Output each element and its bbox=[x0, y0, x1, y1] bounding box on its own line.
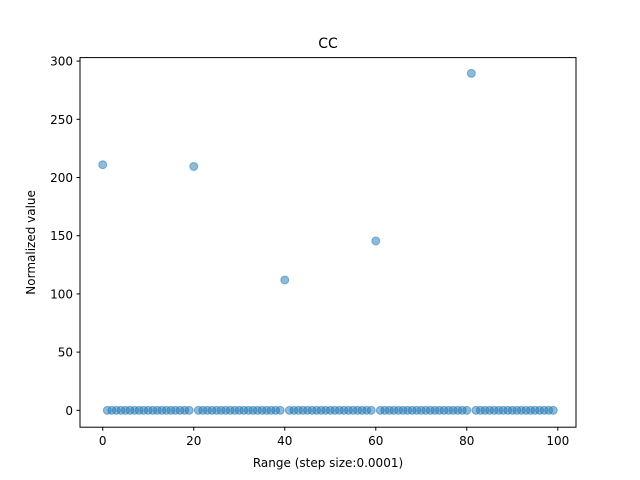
y-tick-label: 50 bbox=[58, 346, 73, 360]
x-tick-label: 20 bbox=[186, 434, 201, 448]
y-axis-title: Normalized value bbox=[24, 190, 38, 295]
data-point bbox=[275, 405, 285, 415]
data-point bbox=[184, 405, 194, 415]
y-tick-label: 300 bbox=[50, 55, 73, 69]
chart-title: CC bbox=[318, 36, 338, 52]
x-tick-label: 100 bbox=[546, 434, 569, 448]
data-point bbox=[462, 405, 472, 415]
data-point bbox=[280, 275, 290, 285]
data-point bbox=[466, 68, 476, 78]
y-tick-label: 200 bbox=[50, 171, 73, 185]
x-axis-title: Range (step size:0.0001) bbox=[253, 456, 403, 470]
y-tick-label: 100 bbox=[50, 287, 73, 301]
data-point bbox=[366, 405, 376, 415]
y-tick-label: 150 bbox=[50, 229, 73, 243]
data-point bbox=[371, 236, 381, 246]
data-points bbox=[98, 68, 558, 415]
x-tick-label: 40 bbox=[277, 434, 292, 448]
y-axis: 0 50 100 150 200 250 300 bbox=[50, 55, 80, 418]
y-tick-label: 0 bbox=[65, 404, 73, 418]
x-tick-label: 0 bbox=[99, 434, 107, 448]
data-point bbox=[98, 160, 108, 170]
x-axis: 0 20 40 60 80 100 bbox=[99, 427, 569, 448]
data-point bbox=[189, 161, 199, 171]
x-tick-label: 80 bbox=[459, 434, 474, 448]
x-tick-label: 60 bbox=[368, 434, 383, 448]
y-tick-label: 250 bbox=[50, 113, 73, 127]
plot-frame bbox=[79, 57, 577, 428]
data-point bbox=[548, 405, 558, 415]
